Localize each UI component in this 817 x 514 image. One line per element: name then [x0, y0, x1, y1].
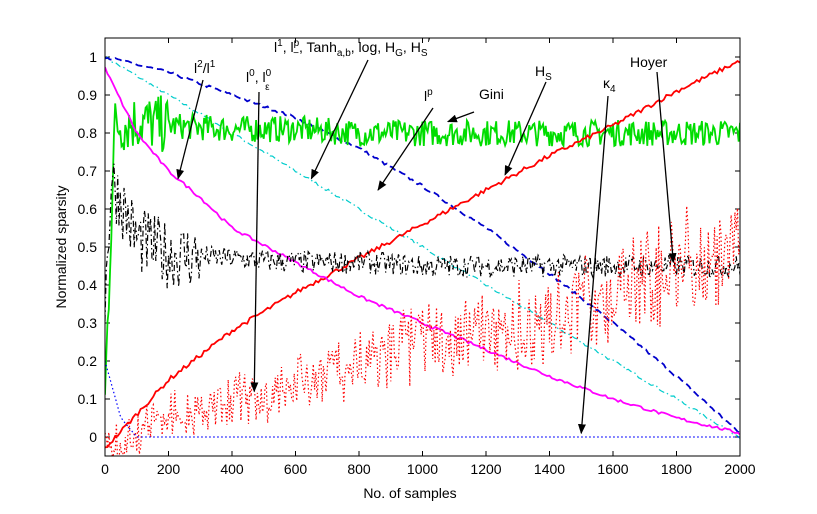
y-axis-label: Normalized sparsity — [53, 186, 69, 309]
x-tick-label: 1400 — [534, 461, 565, 477]
series-line-1 — [105, 56, 740, 434]
y-tick-label: 0 — [89, 429, 97, 445]
annotation-arrows — [176, 59, 677, 435]
series-line-7 — [105, 360, 740, 438]
annotation-arrow — [656, 71, 677, 264]
x-axis-label: No. of samples — [363, 485, 456, 501]
x-tick-label: 1000 — [407, 461, 438, 477]
series-line-6 — [105, 205, 740, 456]
annotation-arrow — [577, 95, 609, 435]
annotation-arrow — [176, 79, 204, 180]
plot-frame — [104, 37, 741, 457]
x-tick-label: 600 — [284, 461, 308, 477]
y-tick-label: 0.5 — [78, 239, 98, 255]
annotation-arrow — [310, 59, 369, 180]
annotation-arrow — [504, 81, 547, 176]
series-layer — [105, 56, 740, 456]
y-tick-label: 0.2 — [78, 353, 98, 369]
label-l1-group: l1, lp −, Tanha,b, log, HG, HS′ — [274, 35, 430, 59]
label-l2-l1: l2/l1 — [194, 59, 216, 76]
axes: 0 200 400 600 800 1000 1200 1400 1600 1800 2000 0 0.… — [78, 38, 756, 477]
x-tick-label: 0 — [101, 461, 109, 477]
y-tick-label: 0.7 — [78, 163, 98, 179]
series-line-4 — [105, 66, 740, 436]
y-tick-label: 0.4 — [78, 277, 98, 293]
series-line-5 — [105, 163, 740, 321]
y-tick-label: 0.1 — [78, 391, 98, 407]
x-tick-label: 800 — [347, 461, 371, 477]
series-line-3 — [105, 60, 740, 449]
series-line-2 — [105, 95, 740, 395]
annotation-arrow — [250, 91, 260, 393]
x-tick-label: 1600 — [597, 461, 628, 477]
x-tick-label: 1200 — [470, 461, 501, 477]
y-tick-label: 1 — [89, 49, 97, 65]
y-tick-label: 0.3 — [78, 315, 98, 331]
label-gini: Gini — [479, 86, 504, 102]
y-tick-label: 0.6 — [78, 201, 98, 217]
label-lp: lp — [424, 87, 433, 104]
y-tick-label: 0.9 — [78, 87, 98, 103]
label-hs: HS — [535, 63, 552, 83]
x-tick-label: 2000 — [724, 461, 755, 477]
series-line-0 — [105, 56, 740, 439]
label-hoyer: Hoyer — [630, 54, 668, 70]
x-tick-label: 400 — [220, 461, 244, 477]
annotation-arrow — [377, 107, 434, 191]
label-kappa4: κ4 — [603, 75, 616, 95]
x-tick-label: 1800 — [661, 461, 692, 477]
annotation-arrow — [446, 111, 475, 123]
label-l0: l0, l0 ε — [246, 68, 272, 93]
x-tick-label: 200 — [157, 461, 181, 477]
y-tick-label: 0.8 — [78, 125, 98, 141]
